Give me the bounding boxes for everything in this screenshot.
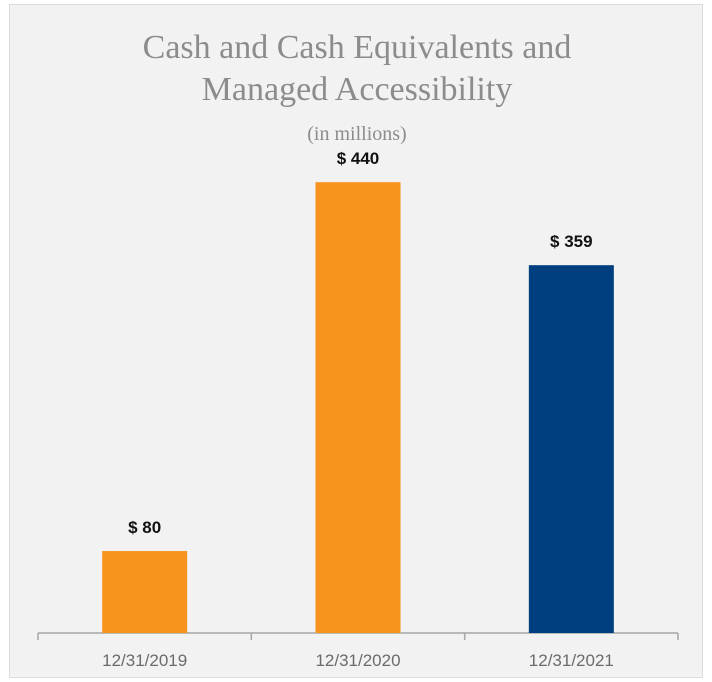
- chart-title-line-1: Cash and Cash Equivalents and: [142, 29, 572, 66]
- data-label: $ 80: [128, 518, 161, 537]
- data-label: $ 440: [337, 149, 380, 168]
- bar: [315, 182, 401, 633]
- chart-subtitle: (in millions): [307, 123, 407, 145]
- chart-title: Cash and Cash Equivalents and Managed Ac…: [10, 27, 704, 111]
- x-tick-label: 12/31/2021: [529, 651, 614, 670]
- bar: [528, 265, 614, 633]
- x-tick-label: 12/31/2019: [102, 651, 187, 670]
- chart-panel: Cash and Cash Equivalents and Managed Ac…: [9, 4, 703, 678]
- x-tick-label: 12/31/2020: [315, 651, 400, 670]
- chart-title-line-2: Managed Accessibility: [201, 71, 513, 108]
- bar: [102, 551, 188, 633]
- bar-chart: $ 80 12/31/2019 $ 440 12/31/2020 $ 359 12/31/…: [37, 149, 679, 670]
- data-label: $ 359: [550, 232, 593, 251]
